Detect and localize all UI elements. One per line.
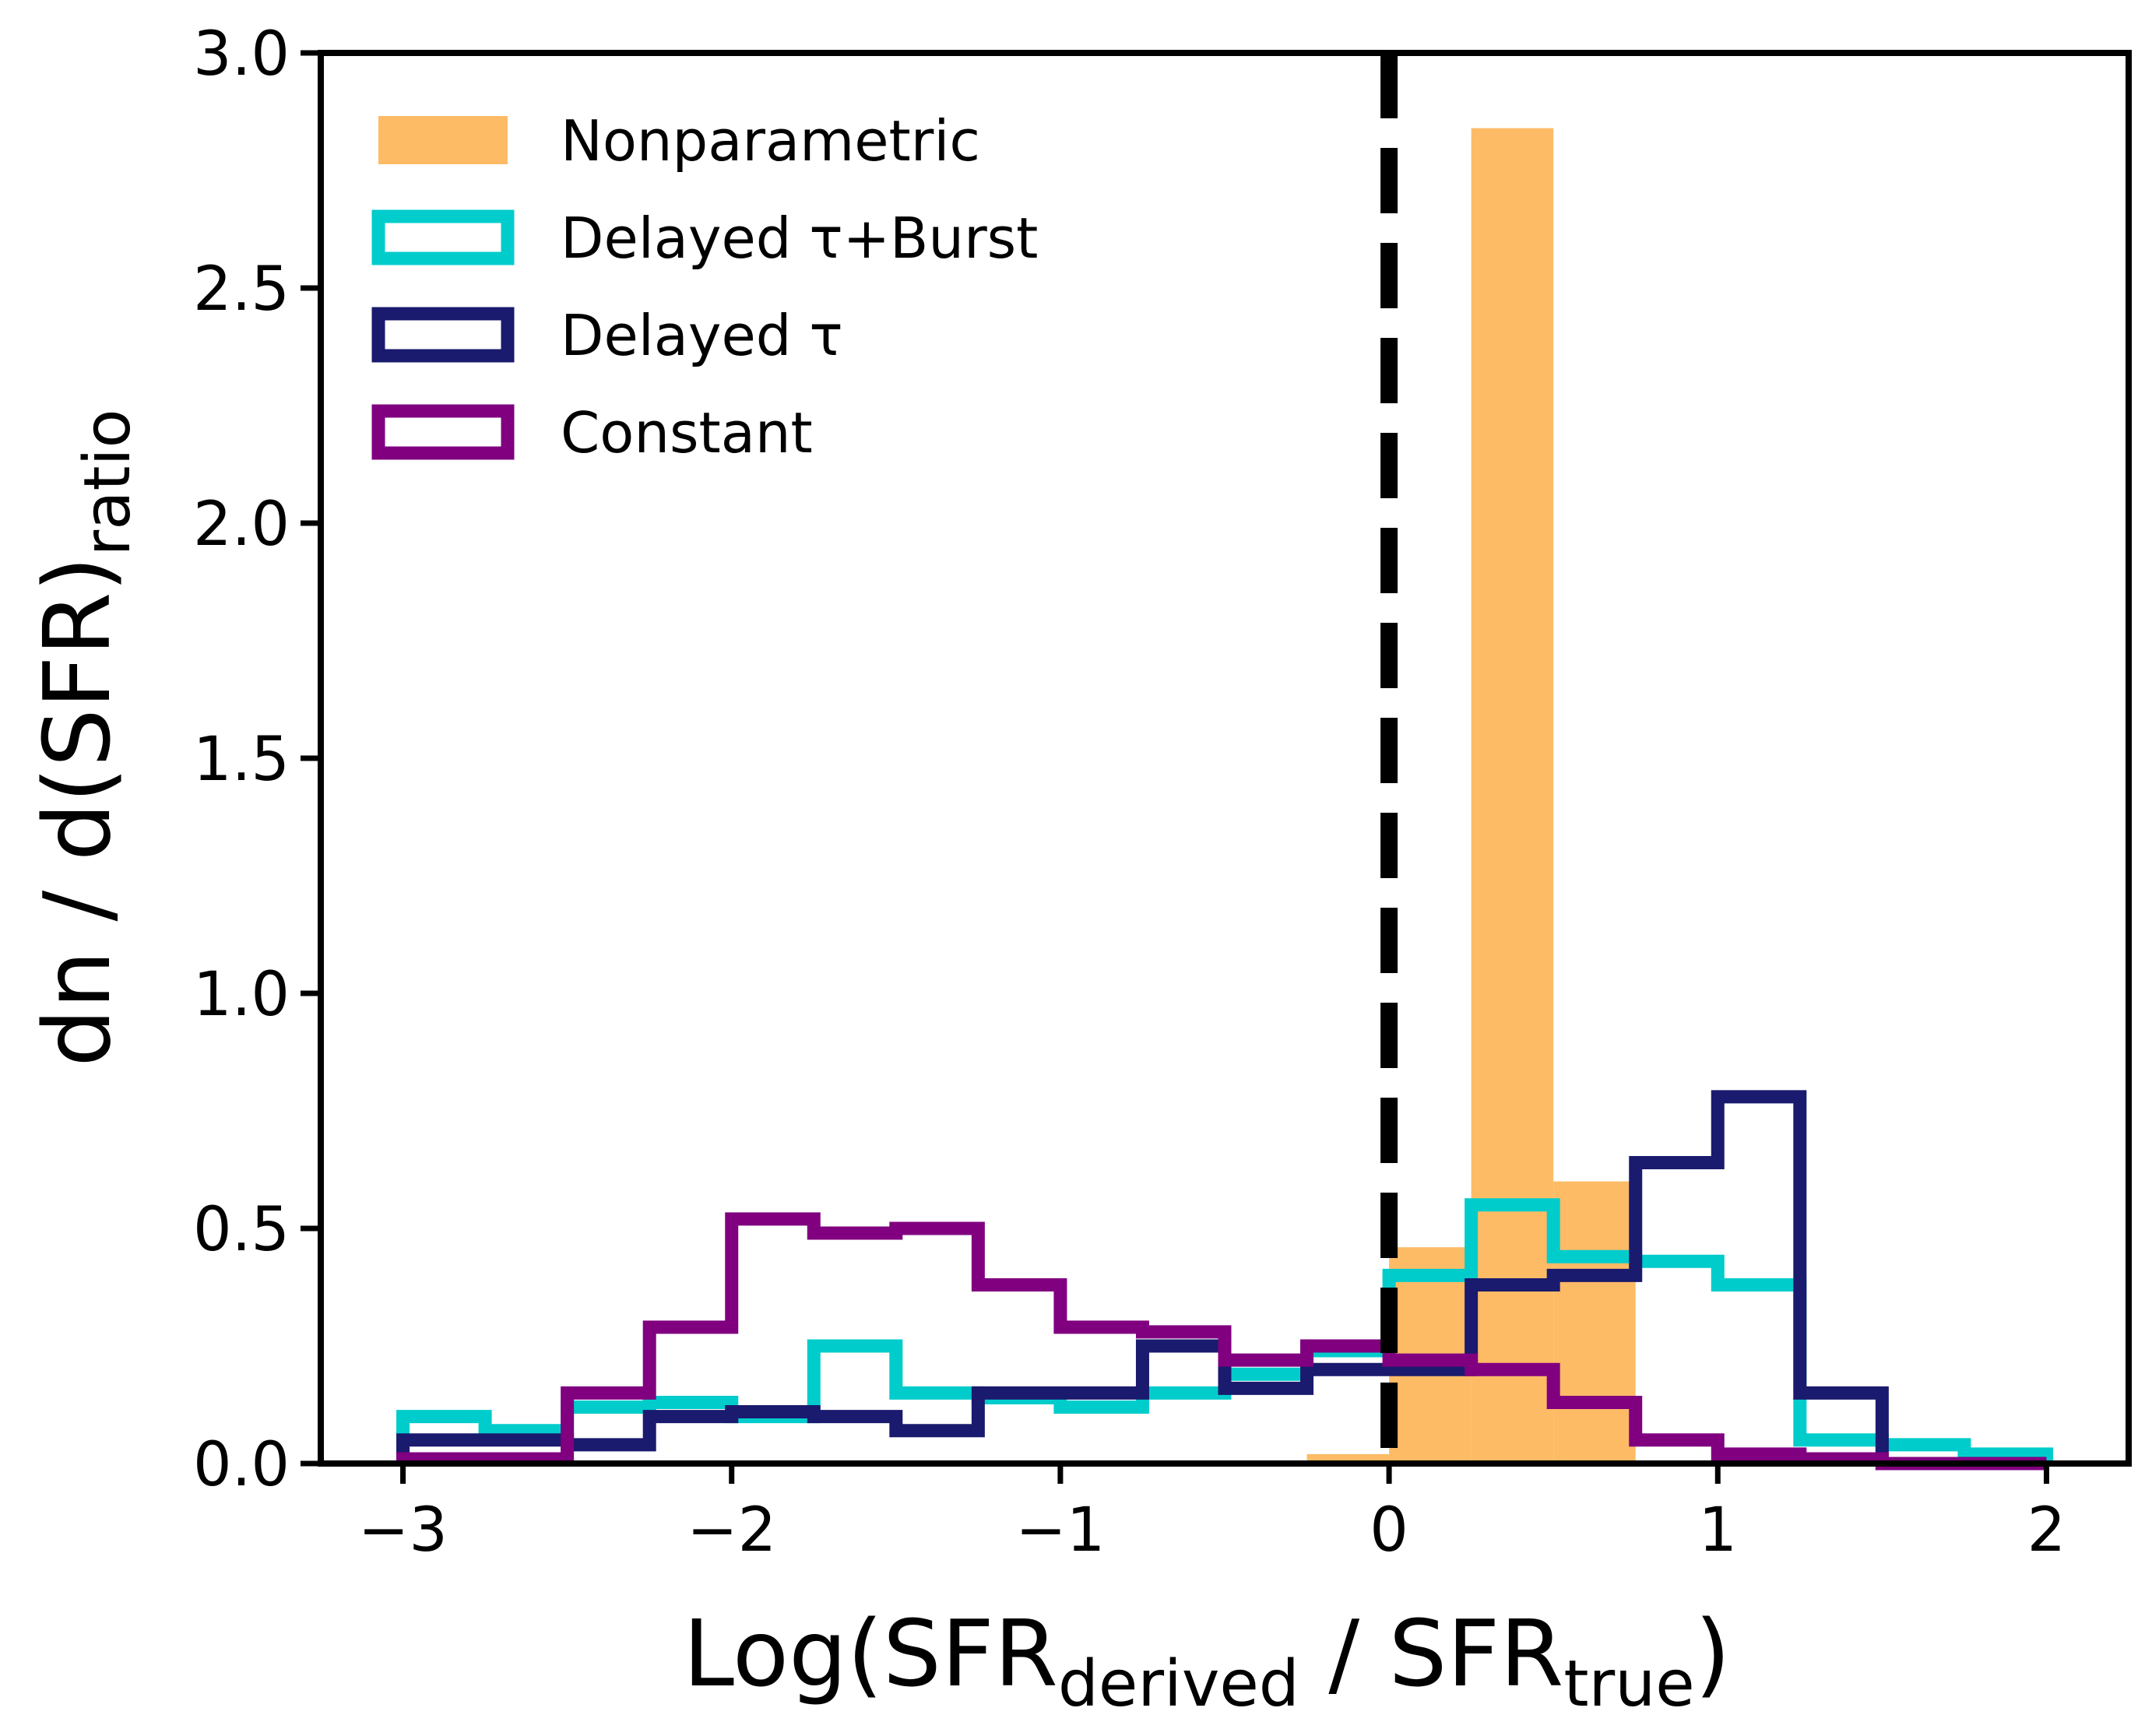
y-tick-label: 1.5 [193, 725, 290, 795]
x-tick-label: 0 [1370, 1495, 1408, 1566]
x-axis-title-part2: / SFR [1299, 1600, 1564, 1707]
x-tick-label: 1 [1698, 1495, 1737, 1566]
x-axis-title-part1: Log(SFR [683, 1600, 1058, 1707]
y-axis-title: dn / d(SFR)ratio [23, 409, 145, 1067]
legend-label-nonparametric: Nonparametric [561, 108, 980, 174]
x-tick-label: 2 [2027, 1495, 2066, 1566]
histogram-steps-layer [396, 1090, 2053, 1471]
legend-swatch-constant [371, 404, 515, 460]
y-tick-label: 0.0 [193, 1430, 290, 1500]
legend: Nonparametric Delayed τ+Burst Delayed τ Con… [371, 108, 1038, 466]
y-tick-label: 2.0 [193, 490, 290, 560]
legend-label-delayed: Delayed τ [561, 303, 843, 368]
y-tick-label: 1.0 [193, 960, 290, 1030]
legend-swatch-nonparametric [378, 116, 508, 164]
y-tick-label: 2.5 [193, 255, 290, 325]
legend-swatch-delayed [371, 307, 515, 363]
x-axis-title-subscript-derived: derived [1058, 1647, 1299, 1721]
y-axis-title-subscript: ratio [71, 409, 145, 556]
histogram-bars-layer [1306, 128, 1636, 1464]
step-line-constant [396, 1212, 2047, 1471]
legend-label-delayed-burst: Delayed τ+Burst [561, 206, 1038, 271]
x-axis-title: Log(SFRderived / SFRtrue) [683, 1600, 1731, 1721]
bar-nonparametric-3 [1553, 1181, 1636, 1464]
x-tick-label: −3 [358, 1495, 448, 1566]
x-axis-title-part3: ) [1695, 1600, 1731, 1707]
y-axis-title-main: dn / d(SFR) [23, 556, 131, 1067]
y-tick-label: 3.0 [193, 19, 290, 90]
ticks-layer: −3 −2 −1 0 1 2 0.0 0.5 1.0 1.5 2.0 2.5 3.0 [193, 19, 2066, 1566]
bar-nonparametric-2 [1471, 128, 1554, 1464]
x-tick-label: −1 [1015, 1495, 1105, 1566]
x-tick-label: −2 [687, 1495, 776, 1566]
legend-label-constant: Constant [561, 400, 813, 466]
x-axis-title-subscript-true: true [1563, 1647, 1694, 1721]
y-tick-label: 0.5 [193, 1195, 290, 1265]
legend-swatch-delayed-burst [371, 209, 515, 265]
